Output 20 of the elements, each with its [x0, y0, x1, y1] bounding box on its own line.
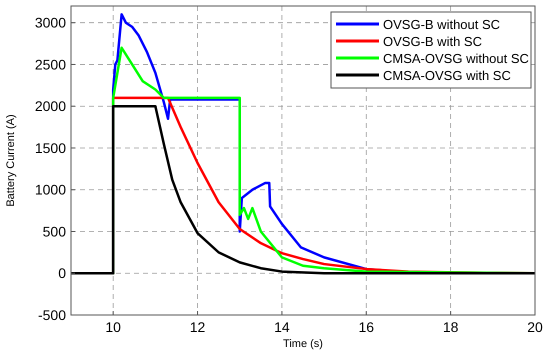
y-tick-label: -500 — [38, 307, 66, 323]
y-tick-label: 2500 — [34, 56, 66, 72]
legend-label: OVSG-B with SC — [383, 34, 482, 49]
y-axis-title: Battery Current (A) — [5, 114, 17, 207]
x-tick-label: 18 — [442, 319, 459, 335]
x-tick-label: 16 — [358, 319, 374, 335]
x-tick-label: 12 — [190, 319, 206, 335]
y-tick-label: 0 — [58, 265, 66, 282]
y-tick-label: 3000 — [34, 14, 66, 31]
y-tick-label: 1000 — [34, 182, 66, 198]
x-tick-label: 10 — [105, 319, 122, 335]
x-axis-title: Time (s) — [283, 338, 323, 350]
y-tick-label: 2000 — [34, 98, 66, 114]
legend-label: OVSG-B without SC — [383, 17, 500, 32]
x-tick-label: 14 — [274, 319, 290, 335]
y-tick-label: 500 — [42, 223, 66, 240]
legend-label: CMSA-OVSG with SC — [383, 68, 511, 83]
legend-label: CMSA-OVSG without SC — [383, 51, 529, 66]
y-tick-label: 1500 — [34, 140, 66, 156]
x-tick-label: 20 — [527, 319, 543, 335]
